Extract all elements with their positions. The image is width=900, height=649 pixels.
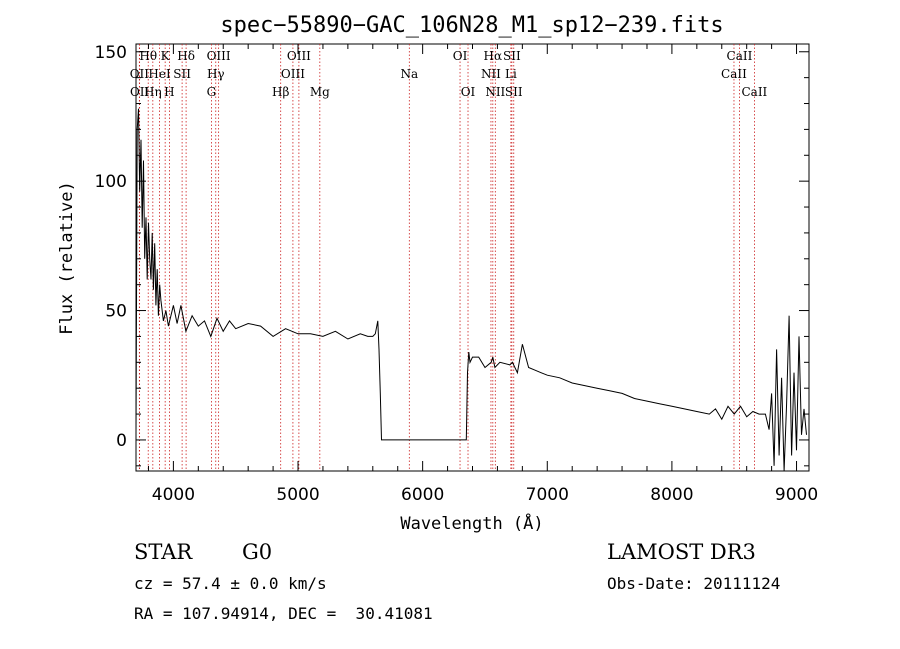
spectral-line-label: CaII: [741, 85, 767, 99]
y-tick-label: 0: [116, 431, 127, 451]
object-type: STAR: [134, 540, 193, 564]
spectral-line-label: CaII: [721, 67, 747, 81]
survey-name: LAMOST DR3: [607, 540, 756, 564]
coordinates: RA = 107.94914, DEC = 30.41081: [134, 604, 433, 623]
x-tick-label: 9000: [775, 485, 818, 505]
x-axis-label: Wavelength (Å): [400, 512, 543, 534]
spectral-line-label: Li: [505, 67, 517, 81]
chart-title: spec−55890−GAC_106N28_M1_sp12−239.fits: [220, 13, 723, 38]
y-tick-label: 50: [105, 302, 127, 322]
spectral-line-label: OIII: [281, 67, 305, 81]
spectral-line-label: NII: [485, 85, 505, 99]
spectral-line-label: Hθ: [139, 49, 157, 63]
x-tick-label: 7000: [526, 485, 569, 505]
x-tick-label: 8000: [650, 485, 693, 505]
spectral-line-label: OII: [130, 85, 150, 99]
x-tick-label: 6000: [401, 485, 444, 505]
x-tick-label: 5000: [276, 485, 319, 505]
spectral-line-label: Mg: [310, 85, 330, 99]
x-axis: 4000 5000 6000 7000 8000 9000: [147, 44, 818, 505]
object-subclass: G0: [242, 540, 273, 564]
spectral-line-label: OIII: [207, 49, 231, 63]
y-tick-label: 150: [95, 43, 127, 63]
spectral-line-label: HeI: [148, 67, 171, 81]
spectral-line-label: OI: [461, 85, 476, 99]
spectral-line-label: Hγ: [207, 67, 225, 81]
spectrum-line: [135, 108, 807, 472]
spectral-line-label: Hδ: [177, 49, 195, 63]
spectral-line-label: CaII: [727, 49, 753, 63]
obs-date: Obs-Date: 20111124: [607, 574, 781, 593]
spectral-line-label: K: [161, 49, 171, 63]
spectral-line-label: Hη: [144, 85, 162, 99]
y-axis-label: Flux (relative): [57, 181, 77, 335]
spectral-line-markers: [138, 44, 755, 471]
spectral-line-label: NII: [481, 67, 501, 81]
redshift-text: cz = 57.4 ± 0.0 km/s: [134, 574, 327, 593]
spectral-line-label: OIII: [287, 49, 311, 63]
y-axis: 0 50 100 150: [95, 43, 809, 467]
y-tick-label: 100: [95, 172, 127, 192]
x-tick-label: 4000: [152, 485, 195, 505]
spectral-line-label: SII: [505, 85, 523, 99]
spectral-line-label: SII: [503, 49, 521, 63]
spectral-line-label: Na: [400, 67, 418, 81]
spectral-line-label: SII: [173, 67, 191, 81]
spectral-line-label: OI: [453, 49, 468, 63]
plot-frame: [135, 43, 810, 472]
spectral-line-label: G: [207, 85, 217, 99]
spectral-line-label: Hα: [484, 49, 503, 63]
spectral-line-label: Hβ: [272, 85, 289, 99]
spectral-line-label: OII: [130, 67, 150, 81]
spectral-line-label: H: [164, 85, 174, 99]
